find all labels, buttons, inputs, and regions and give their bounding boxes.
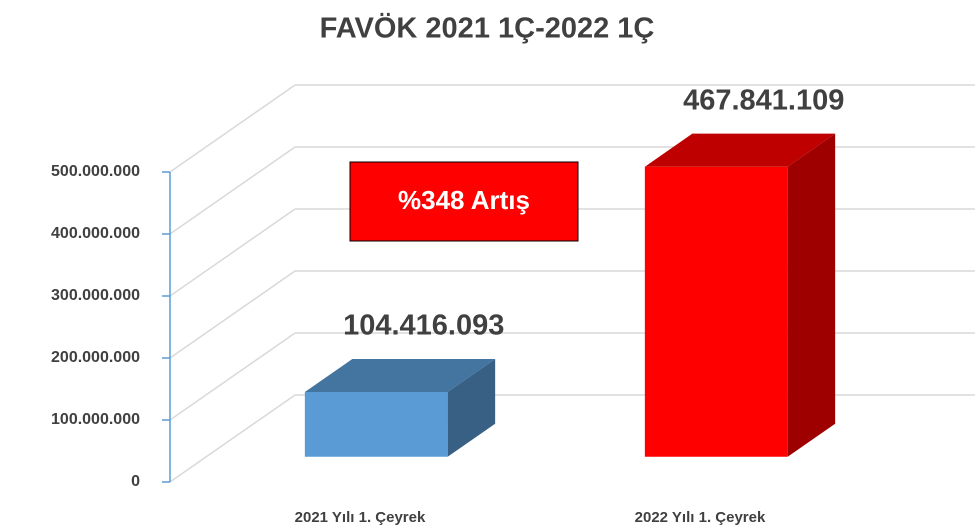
grid-line <box>169 270 975 359</box>
y-tick-label: 500.000.000 <box>51 163 140 180</box>
grid-line <box>169 394 975 483</box>
bar-top <box>304 358 496 393</box>
bar-front <box>304 392 448 457</box>
grid-line <box>169 332 975 421</box>
value-label: 104.416.093 <box>343 310 504 342</box>
bar-side <box>787 133 836 457</box>
y-tick-label: 100.000.000 <box>51 411 140 428</box>
annotation: %348 Artış <box>398 185 530 215</box>
y-tick-label: 0 <box>131 473 140 490</box>
value-label: 467.841.109 <box>683 84 844 116</box>
y-tick-label: 400.000.000 <box>51 225 140 242</box>
grid-line <box>169 84 975 173</box>
y-tick-label: 200.000.000 <box>51 349 140 366</box>
x-tick-label: 2021 Yılı 1. Çeyrek <box>295 509 426 526</box>
bar <box>304 358 496 457</box>
chart-title: FAVÖK 2021 1Ç-2022 1Ç <box>320 12 655 45</box>
bar-front <box>644 166 788 457</box>
bar-top <box>644 133 836 167</box>
y-tick-label: 300.000.000 <box>51 287 140 304</box>
bar-side <box>447 358 496 457</box>
x-tick-label: 2022 Yılı 1. Çeyrek <box>635 509 766 526</box>
bar <box>644 133 836 457</box>
annotation-box <box>349 161 579 242</box>
